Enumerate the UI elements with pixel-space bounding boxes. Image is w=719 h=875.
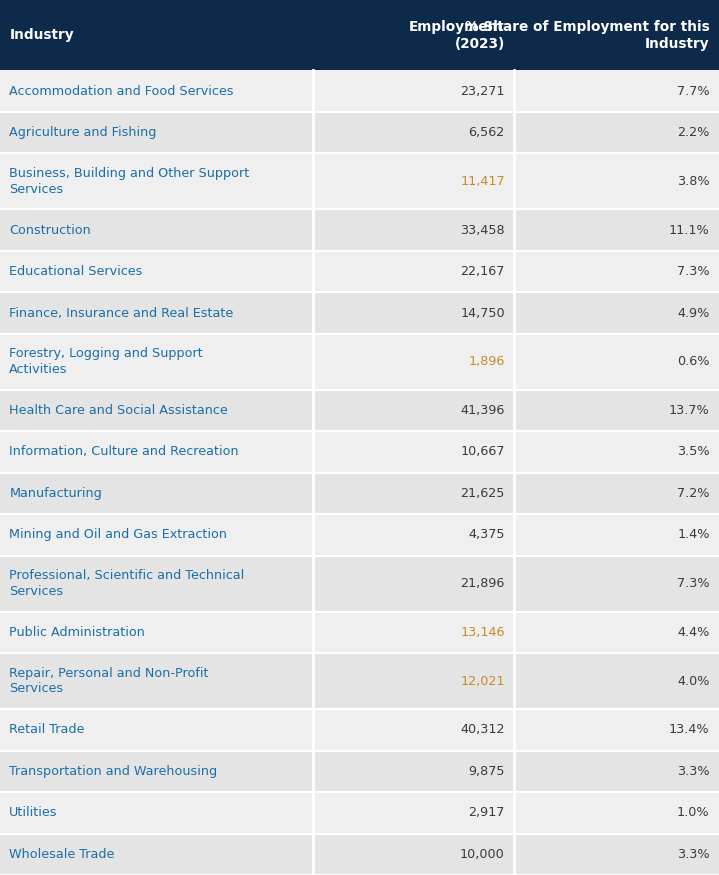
Text: Agriculture and Fishing: Agriculture and Fishing	[9, 126, 157, 139]
Bar	[0, 0, 719, 70]
Text: 1.0%: 1.0%	[677, 806, 710, 819]
Text: 21,625: 21,625	[460, 487, 505, 500]
Text: 11,417: 11,417	[460, 175, 505, 188]
Text: Wholesale Trade: Wholesale Trade	[9, 848, 115, 861]
Bar	[0, 751, 719, 792]
Text: 1,896: 1,896	[468, 355, 505, 368]
Text: Retail Trade: Retail Trade	[9, 724, 85, 736]
Text: 1.4%: 1.4%	[677, 528, 710, 542]
Text: 4,375: 4,375	[468, 528, 505, 542]
Text: 13.7%: 13.7%	[669, 404, 710, 417]
Text: Finance, Insurance and Real Estate: Finance, Insurance and Real Estate	[9, 306, 234, 319]
Text: Transportation and Warehousing: Transportation and Warehousing	[9, 765, 217, 778]
Text: 3.8%: 3.8%	[677, 175, 710, 188]
Text: Employment
(2023): Employment (2023)	[409, 20, 505, 51]
Text: Professional, Scientific and Technical
Services: Professional, Scientific and Technical S…	[9, 570, 244, 598]
Text: 23,271: 23,271	[460, 85, 505, 98]
Text: 41,396: 41,396	[460, 404, 505, 417]
Text: Health Care and Social Assistance: Health Care and Social Assistance	[9, 404, 228, 417]
Text: Repair, Personal and Non-Profit
Services: Repair, Personal and Non-Profit Services	[9, 667, 209, 696]
Text: Construction: Construction	[9, 223, 91, 236]
Text: 4.4%: 4.4%	[677, 626, 710, 639]
Text: 22,167: 22,167	[460, 265, 505, 278]
Text: 9,875: 9,875	[468, 765, 505, 778]
Bar	[0, 112, 719, 153]
Bar	[0, 653, 719, 709]
Text: 33,458: 33,458	[460, 223, 505, 236]
Text: Public Administration: Public Administration	[9, 626, 145, 639]
Text: 21,896: 21,896	[460, 578, 505, 590]
Text: 7.3%: 7.3%	[677, 578, 710, 590]
Text: Business, Building and Other Support
Services: Business, Building and Other Support Ser…	[9, 167, 249, 196]
Text: 12,021: 12,021	[460, 675, 505, 688]
Text: Manufacturing: Manufacturing	[9, 487, 102, 500]
Bar	[0, 709, 719, 751]
Text: 14,750: 14,750	[460, 306, 505, 319]
Bar	[0, 209, 719, 251]
Bar	[0, 612, 719, 653]
Text: 40,312: 40,312	[460, 724, 505, 736]
Text: 0.6%: 0.6%	[677, 355, 710, 368]
Text: 13.4%: 13.4%	[669, 724, 710, 736]
Text: 3.3%: 3.3%	[677, 848, 710, 861]
Text: 2,917: 2,917	[468, 806, 505, 819]
Text: 10,667: 10,667	[460, 445, 505, 458]
Bar	[0, 70, 719, 112]
Text: 7.3%: 7.3%	[677, 265, 710, 278]
Text: Information, Culture and Recreation: Information, Culture and Recreation	[9, 445, 239, 458]
Text: Forestry, Logging and Support
Activities: Forestry, Logging and Support Activities	[9, 347, 203, 376]
Text: Industry: Industry	[9, 28, 74, 42]
Text: 6,562: 6,562	[469, 126, 505, 139]
Bar	[0, 792, 719, 834]
Bar	[0, 473, 719, 514]
Bar	[0, 834, 719, 875]
Text: Mining and Oil and Gas Extraction: Mining and Oil and Gas Extraction	[9, 528, 227, 542]
Text: 10,000: 10,000	[460, 848, 505, 861]
Bar	[0, 333, 719, 389]
Text: 13,146: 13,146	[460, 626, 505, 639]
Text: % Share of Employment for this
Industry: % Share of Employment for this Industry	[465, 20, 710, 51]
Text: 3.3%: 3.3%	[677, 765, 710, 778]
Text: 7.2%: 7.2%	[677, 487, 710, 500]
Bar	[0, 251, 719, 292]
Bar	[0, 514, 719, 556]
Text: Accommodation and Food Services: Accommodation and Food Services	[9, 85, 234, 98]
Bar	[0, 431, 719, 473]
Bar	[0, 292, 719, 333]
Bar	[0, 556, 719, 612]
Text: 3.5%: 3.5%	[677, 445, 710, 458]
Bar	[0, 153, 719, 209]
Text: Educational Services: Educational Services	[9, 265, 143, 278]
Text: 2.2%: 2.2%	[677, 126, 710, 139]
Text: 4.0%: 4.0%	[677, 675, 710, 688]
Text: 4.9%: 4.9%	[677, 306, 710, 319]
Text: Utilities: Utilities	[9, 806, 58, 819]
Text: 11.1%: 11.1%	[669, 223, 710, 236]
Bar	[0, 389, 719, 431]
Text: 7.7%: 7.7%	[677, 85, 710, 98]
